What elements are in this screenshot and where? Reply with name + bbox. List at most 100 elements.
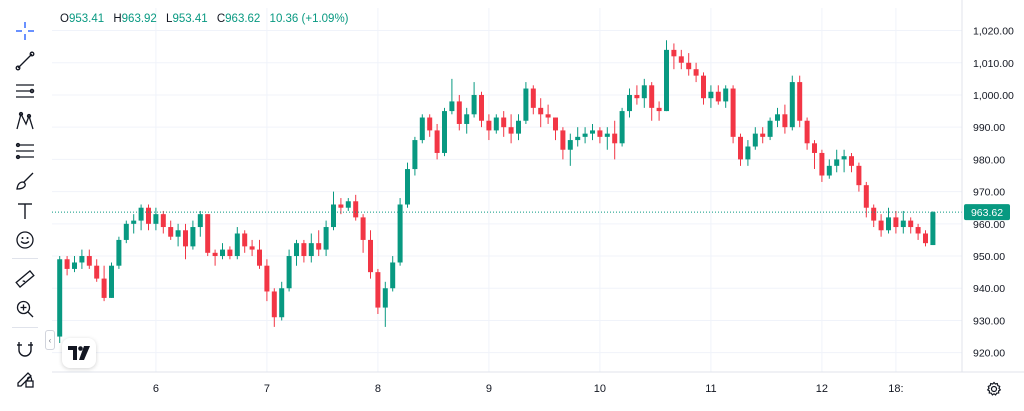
candle-body [530, 88, 536, 108]
candle [826, 159, 832, 179]
candle-body [686, 62, 692, 70]
candle-body [649, 85, 655, 108]
candle-body [101, 278, 107, 298]
candle-body [264, 265, 270, 292]
candle-body [826, 165, 832, 176]
candle-body [908, 220, 914, 228]
candle-body [849, 156, 854, 166]
candle [264, 259, 270, 302]
fib-icon[interactable] [14, 140, 36, 162]
candle-body [708, 91, 714, 99]
pattern-icon[interactable] [14, 110, 36, 132]
y-tick-label: 1,020.00 [973, 26, 1014, 38]
candle [871, 204, 877, 228]
candle [730, 85, 736, 144]
brush-icon[interactable] [14, 170, 36, 192]
candle-body [360, 217, 366, 240]
candle-body [797, 82, 803, 121]
candle [745, 140, 751, 166]
x-tick-label: 9 [486, 383, 492, 395]
horizontal-lines-icon[interactable] [14, 80, 36, 102]
candle [841, 149, 847, 173]
time-axis: 6 7 8 9 10 11 12 18: [52, 371, 1024, 395]
y-tick-label: 970.00 [973, 187, 1005, 199]
candle-body [715, 91, 721, 102]
candle-body [501, 117, 507, 128]
trend-line-icon[interactable] [14, 50, 36, 72]
ohlc-legend: O953.41 H963.92 L953.41 C963.62 10.36 (+… [60, 13, 355, 25]
collapse-toolbar-handle[interactable]: ‹ [45, 330, 55, 350]
candle-body [419, 117, 425, 141]
magnet-icon[interactable] [14, 338, 36, 360]
settings-gear-icon[interactable] [986, 381, 1002, 397]
candle-body [760, 133, 766, 137]
candle-body [434, 130, 440, 153]
candle-body [183, 230, 188, 247]
last-price-badge-bg [964, 204, 1010, 221]
candle [575, 127, 581, 147]
ruler-icon[interactable] [14, 268, 36, 290]
candle-body [94, 265, 100, 279]
candle [930, 211, 936, 246]
y-tick-label: 1,010.00 [973, 58, 1014, 70]
candle-body [871, 207, 877, 221]
candle [308, 233, 314, 263]
candle [331, 191, 336, 231]
candle-body [449, 101, 455, 112]
candle [819, 149, 825, 182]
candle-body [730, 88, 736, 137]
candle-body [427, 117, 433, 131]
candle [812, 140, 817, 170]
candle-body [619, 111, 625, 144]
candle-body [160, 214, 166, 228]
candle-body [597, 130, 603, 137]
candle-body [79, 256, 85, 263]
candle [915, 223, 921, 240]
zoom-in-icon[interactable] [14, 298, 36, 320]
candle [545, 104, 551, 124]
y-tick-label: 960.00 [973, 219, 1005, 231]
candle [316, 230, 322, 257]
x-tick-label: 10 [594, 383, 606, 395]
text-icon[interactable] [14, 200, 36, 222]
candle-body [123, 223, 129, 240]
candle-body [582, 133, 588, 137]
candle-body [893, 217, 899, 228]
candle-body [834, 159, 840, 166]
candle [560, 127, 566, 160]
y-tick-label: 990.00 [973, 122, 1005, 134]
candle-body [567, 140, 573, 150]
candle [767, 117, 773, 141]
candle [86, 249, 92, 269]
candle [323, 220, 329, 257]
candle-body [523, 88, 529, 121]
lock-edit-icon[interactable] [14, 368, 36, 390]
candle [649, 82, 655, 121]
candle-body [878, 220, 884, 231]
x-tick-label: 8 [375, 383, 381, 395]
candle [701, 72, 706, 105]
candle [442, 107, 447, 157]
candle-body [190, 227, 196, 247]
candle-body [590, 130, 595, 134]
candle [856, 162, 862, 192]
candle [279, 281, 285, 321]
crosshair-icon[interactable] [14, 20, 36, 42]
candle [493, 114, 499, 134]
x-tick-label: 18: [888, 383, 903, 395]
candle [205, 214, 211, 257]
candle-body [508, 127, 514, 134]
candle [878, 214, 884, 237]
emoji-icon[interactable] [14, 229, 36, 251]
candle-body [442, 111, 447, 153]
candle [190, 220, 196, 250]
candle-body [767, 120, 773, 137]
candle [590, 123, 595, 141]
candle [664, 40, 669, 112]
candle [863, 181, 869, 218]
x-tick-label: 12 [816, 383, 828, 395]
candle-body [656, 107, 662, 112]
candle-body [923, 233, 928, 244]
tradingview-logo[interactable] [62, 338, 96, 368]
